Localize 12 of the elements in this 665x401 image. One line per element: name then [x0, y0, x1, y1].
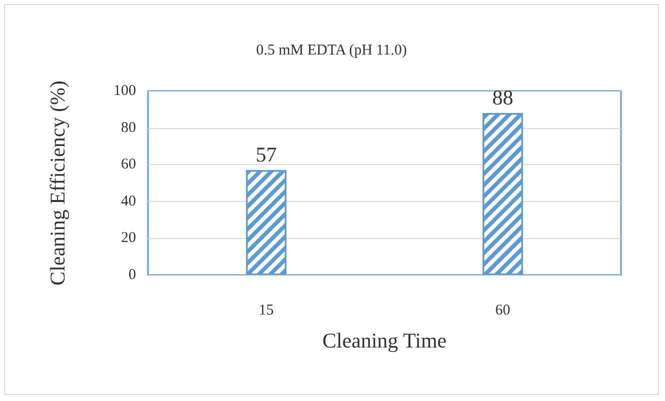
- y-axis-title: Cleaning Efficiency (%): [46, 80, 70, 286]
- x-tick-label: 15: [258, 302, 274, 318]
- x-axis-title: Cleaning Time: [322, 328, 447, 352]
- y-tick-label: 60: [121, 156, 136, 173]
- y-tick-label: 0: [128, 267, 136, 283]
- y-tick-label: 100: [114, 83, 136, 99]
- y-tick-label: 80: [121, 120, 136, 136]
- chart-title: 0.5 mM EDTA (pH 11.0): [256, 42, 407, 58]
- data-label: 57: [256, 142, 277, 167]
- y-tick-label: 20: [121, 230, 136, 246]
- y-tick-label: 40: [121, 193, 136, 210]
- data-label: 88: [492, 86, 514, 110]
